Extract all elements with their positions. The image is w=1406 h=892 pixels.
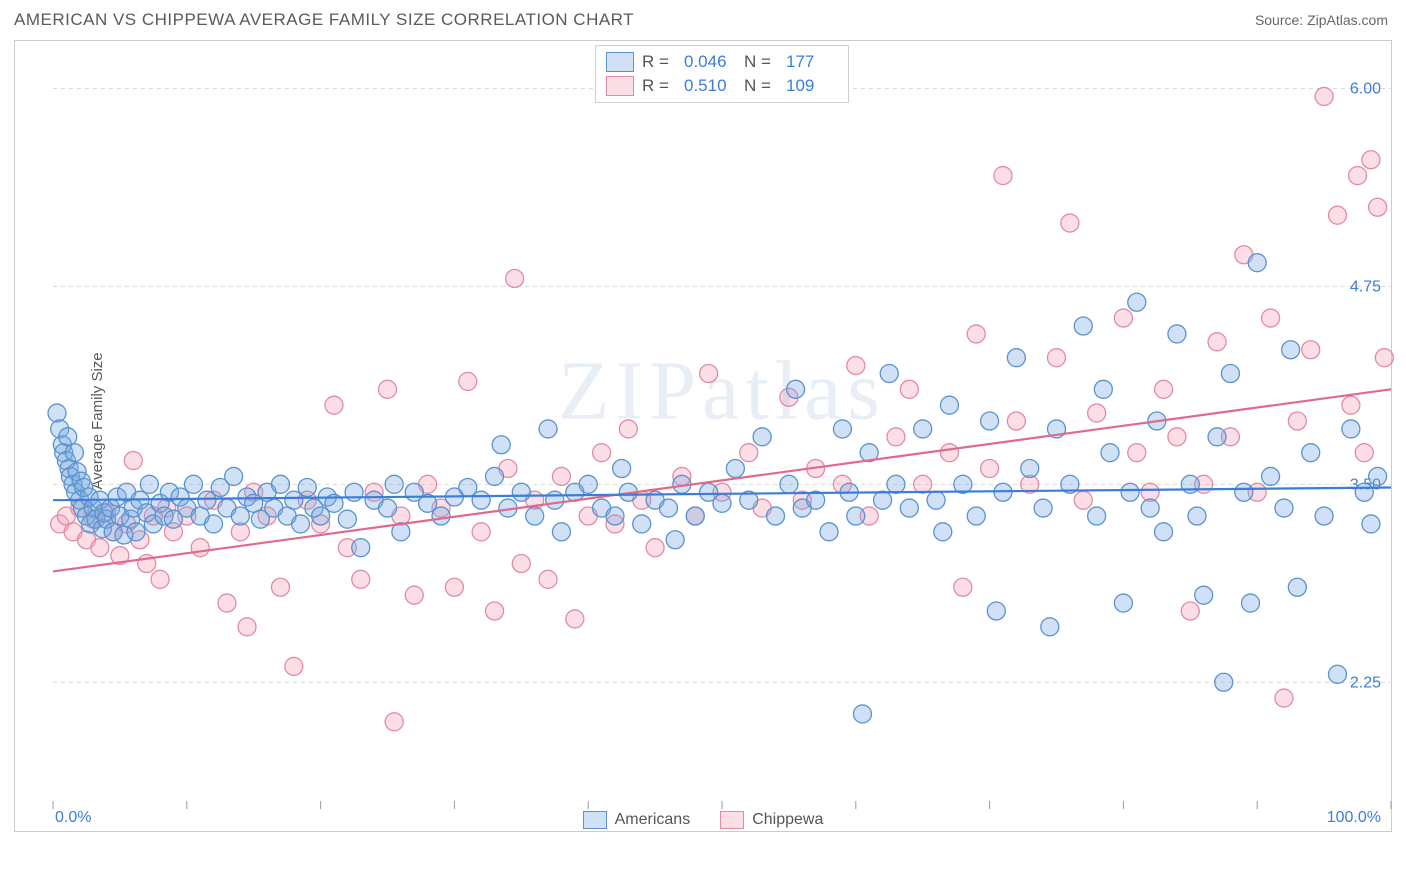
svg-text:6.00: 6.00 [1350,81,1381,98]
legend-item-blue: Americans [583,811,691,829]
legend-row-pink: R = 0.510 N = 109 [606,74,838,98]
chart-source: Source: ZipAtlas.com [1255,12,1388,28]
swatch-blue-icon [583,811,607,829]
swatch-blue [606,52,634,72]
svg-text:2.25: 2.25 [1350,674,1381,691]
legend-item-pink: Chippewa [720,811,823,829]
legend-series: Americans Chippewa [15,811,1391,829]
legend-row-blue: R = 0.046 N = 177 [606,50,838,74]
swatch-pink [606,76,634,96]
chart-title: AMERICAN VS CHIPPEWA AVERAGE FAMILY SIZE… [14,10,634,30]
plot-area: Average Family Size ZIPatlas R = 0.046 N… [53,41,1391,801]
svg-text:4.75: 4.75 [1350,278,1381,295]
legend-stats: R = 0.046 N = 177 R = 0.510 N = 109 [595,45,849,103]
chart-header: AMERICAN VS CHIPPEWA AVERAGE FAMILY SIZE… [0,0,1406,36]
plot-svg: 2.253.504.756.00 [53,41,1391,801]
chart-container: Average Family Size ZIPatlas R = 0.046 N… [14,40,1392,832]
swatch-pink-icon [720,811,744,829]
